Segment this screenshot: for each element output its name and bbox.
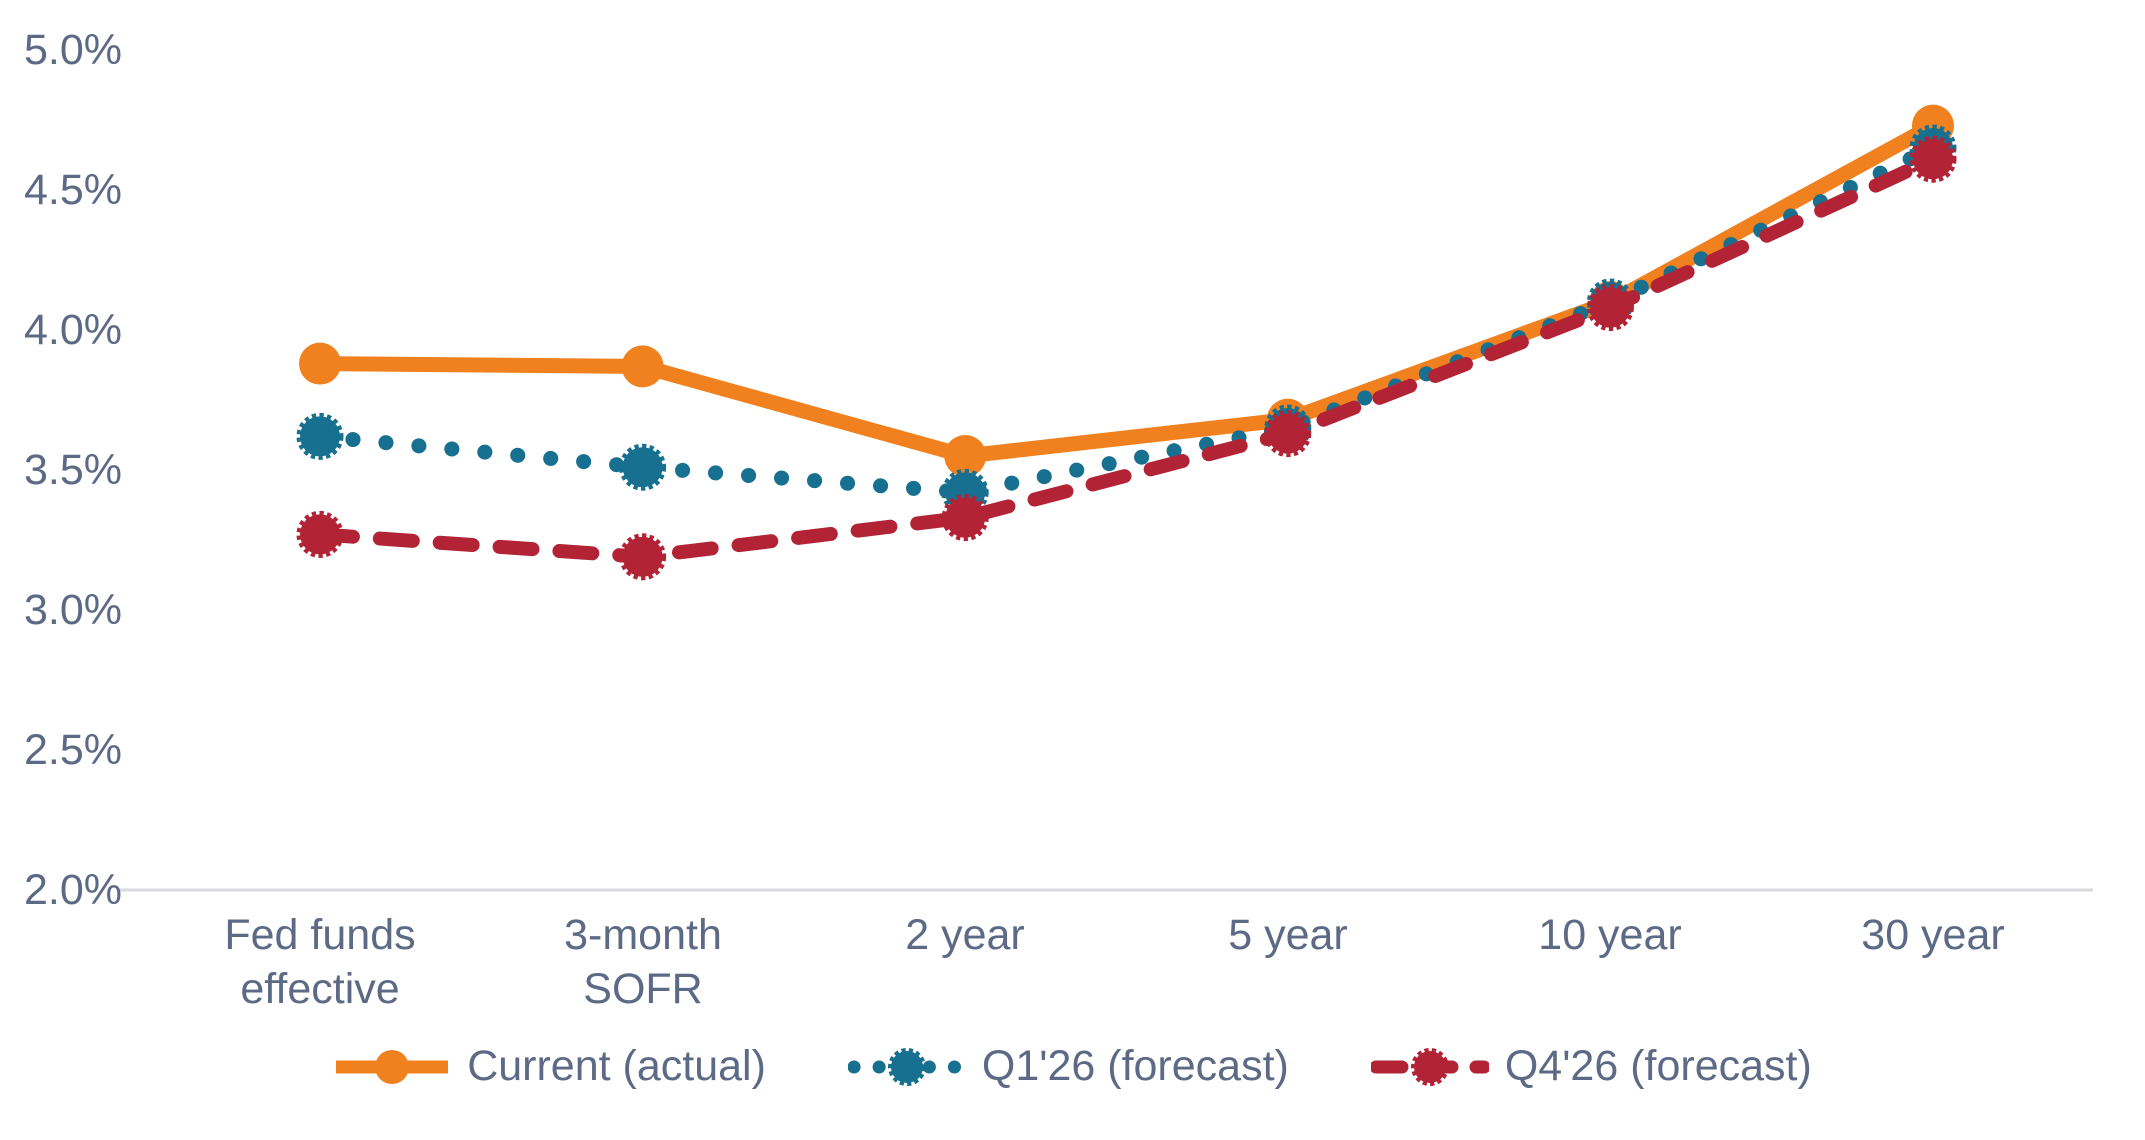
data-point-marker [944,435,987,477]
data-point-marker [619,443,667,491]
y-axis-tick-label: 3.5% [23,446,122,494]
x-axis-category-label: 30 year [1861,911,2005,959]
legend-swatch-dotted-line-icon [847,1047,966,1086]
data-point-marker [619,533,667,581]
data-point-marker [1909,135,1957,183]
y-axis-tick-label: 5.0% [23,26,122,74]
series-line-2 [313,152,1940,564]
x-axis-category-label: 5 year [1228,911,1348,959]
x-axis-category-label: 2 year [905,911,1025,959]
x-axis-category-label: 10 year [1538,911,1682,959]
y-axis-tick-label: 4.0% [23,306,122,354]
x-axis-category-label: Fed funds effective [224,911,416,1013]
legend-label: Q1'26 (forecast) [981,1042,1289,1090]
data-point-marker [296,510,344,558]
legend: Current (actual) Q1'26 (forecast) Q4'26 … [0,1042,2145,1091]
data-point-marker [296,412,344,460]
series-line-1 [312,140,1941,500]
data-point-marker [621,345,664,388]
legend-item-current: Current (actual) [333,1042,766,1091]
data-point-marker [1586,284,1634,332]
legend-label: Q4'26 (forecast) [1504,1042,1812,1090]
y-axis-tick-label: 4.5% [23,166,122,214]
legend-label: Current (actual) [467,1042,766,1090]
legend-item-q1-26: Q1'26 (forecast) [847,1042,1289,1091]
legend-swatch-solid-line-icon [336,1049,449,1084]
y-axis-tick-label: 2.5% [23,726,122,774]
data-point-marker [1264,410,1312,458]
x-axis-category-label: 3-month SOFR [564,911,722,1013]
y-axis-tick-label: 3.0% [23,586,122,634]
legend-item-q4-26: Q4'26 (forecast) [1370,1042,1812,1091]
data-point-marker [299,342,341,385]
legend-swatch-dashed-line-icon [1370,1047,1489,1086]
data-point-marker [941,494,989,542]
y-axis-tick-label: 2.0% [23,866,122,914]
series-line-0 [319,119,1937,464]
